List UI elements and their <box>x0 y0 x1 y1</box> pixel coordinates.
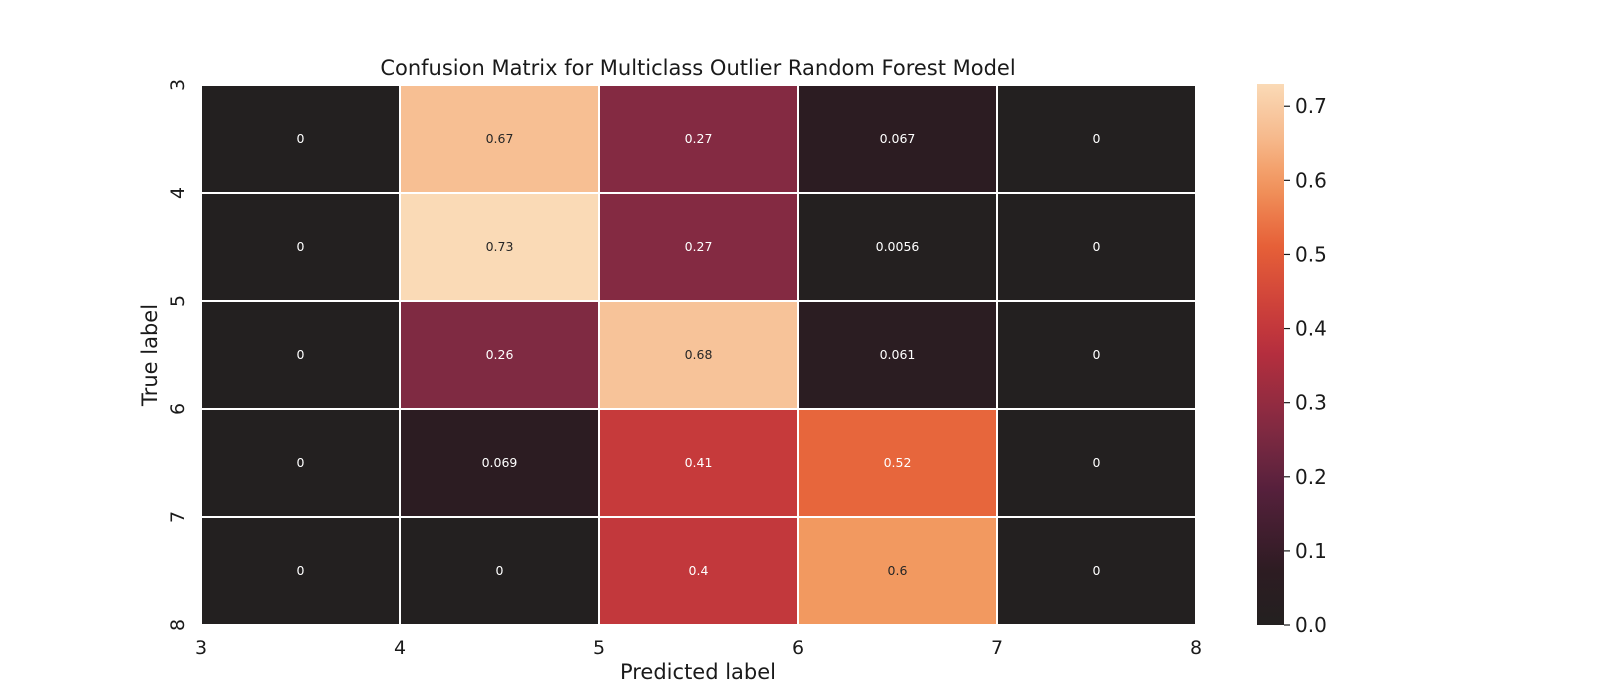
y-tick-label: 8 <box>167 619 189 631</box>
y-tick-label: 5 <box>167 295 189 307</box>
x-tick-label: 4 <box>394 637 406 659</box>
cell-value-label: 0.73 <box>486 239 514 254</box>
cell-value-label: 0 <box>297 347 305 362</box>
heatmap-cell <box>598 192 799 302</box>
cell-value-label: 0.4 <box>689 563 709 578</box>
heatmap-cell <box>797 300 998 410</box>
cell-value-label: 0.67 <box>486 131 514 146</box>
colorbar-tick-label: 0.0 <box>1295 613 1327 637</box>
colorbar-tick-label: 0.2 <box>1295 465 1327 489</box>
x-tick-label: 7 <box>991 637 1003 659</box>
cell-value-label: 0.41 <box>685 455 713 470</box>
colorbar-tick-label: 0.6 <box>1295 168 1327 192</box>
heatmap-cell <box>200 192 401 302</box>
heatmap-cell <box>399 300 600 410</box>
heatmap-cell <box>399 516 600 626</box>
cell-value-label: 0 <box>297 131 305 146</box>
heatmap-cell <box>996 192 1197 302</box>
heatmap-cell <box>399 84 600 194</box>
y-tick-label: 3 <box>167 79 189 91</box>
cell-value-label: 0.52 <box>884 455 912 470</box>
heatmap-cell <box>797 84 998 194</box>
chart-title: Confusion Matrix for Multiclass Outlier … <box>380 56 1015 80</box>
colorbar-tick-label: 0.3 <box>1295 391 1327 415</box>
heatmap-cell <box>598 516 799 626</box>
heatmap-cell <box>996 300 1197 410</box>
heatmap-cell <box>399 408 600 518</box>
colorbar: 0.0 0.1 0.2 0.3 0.4 0.5 0.6 0.7 <box>1257 84 1327 637</box>
heatmap-cell <box>996 408 1197 518</box>
colorbar-tick-label: 0.7 <box>1295 94 1327 118</box>
x-tick-label: 8 <box>1190 637 1202 659</box>
x-tick-label: 3 <box>195 637 207 659</box>
x-axis-label: Predicted label <box>620 660 776 684</box>
heatmap-cell <box>200 84 401 194</box>
cell-value-label: 0.6 <box>888 563 908 578</box>
y-tick-label: 6 <box>167 403 189 415</box>
heatmap-cell <box>797 408 998 518</box>
y-axis-ticks: 3 4 5 6 7 8 <box>167 79 189 631</box>
cell-value-label: 0 <box>1093 455 1101 470</box>
y-axis-label: True label <box>138 304 162 407</box>
y-tick-label: 4 <box>167 187 189 199</box>
cell-value-label: 0 <box>496 563 504 578</box>
x-tick-label: 6 <box>792 637 804 659</box>
heatmap-cell <box>200 408 401 518</box>
heatmap: 0 0.67 0.27 0.067 0 0 0.73 0.27 0.0056 0 0 0.26 0.68… <box>200 84 1197 626</box>
y-tick-label: 7 <box>167 511 189 523</box>
heatmap-cell <box>598 408 799 518</box>
cell-value-label: 0 <box>297 455 305 470</box>
cell-value-label: 0.069 <box>482 455 518 470</box>
cell-value-label: 0.061 <box>880 347 916 362</box>
colorbar-tick-label: 0.4 <box>1295 317 1327 341</box>
cell-value-label: 0 <box>1093 131 1101 146</box>
colorbar-scale <box>1257 84 1284 625</box>
cell-value-label: 0.26 <box>486 347 514 362</box>
colorbar-tick-label: 0.1 <box>1295 539 1327 563</box>
cell-value-label: 0 <box>297 563 305 578</box>
heatmap-cell <box>598 84 799 194</box>
cell-value-label: 0.27 <box>685 131 713 146</box>
x-tick-label: 5 <box>593 637 605 659</box>
cell-value-label: 0.067 <box>880 131 916 146</box>
cell-value-label: 0.68 <box>685 347 713 362</box>
x-axis-ticks: 3 4 5 6 7 8 <box>195 637 1202 659</box>
cell-value-label: 0 <box>297 239 305 254</box>
heatmap-cell <box>996 516 1197 626</box>
cell-value-label: 0.0056 <box>876 239 920 254</box>
cell-value-label: 0 <box>1093 563 1101 578</box>
cell-value-label: 0 <box>1093 347 1101 362</box>
cell-value-label: 0 <box>1093 239 1101 254</box>
colorbar-tick-label: 0.5 <box>1295 242 1327 266</box>
cell-value-label: 0.27 <box>685 239 713 254</box>
heatmap-cell <box>200 516 401 626</box>
